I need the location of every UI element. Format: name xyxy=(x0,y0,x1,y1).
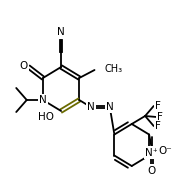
Text: N: N xyxy=(57,27,65,37)
Text: N: N xyxy=(87,102,95,112)
Text: HO: HO xyxy=(38,112,54,122)
Text: N: N xyxy=(39,95,47,105)
Text: O: O xyxy=(20,61,28,71)
Text: F: F xyxy=(157,112,163,122)
Text: CH₃: CH₃ xyxy=(104,64,122,74)
Text: N: N xyxy=(106,102,114,112)
Text: N⁺: N⁺ xyxy=(145,147,159,158)
Text: F: F xyxy=(155,121,160,131)
Text: O: O xyxy=(148,165,156,175)
Text: O⁻: O⁻ xyxy=(158,147,172,156)
Text: F: F xyxy=(155,101,160,111)
